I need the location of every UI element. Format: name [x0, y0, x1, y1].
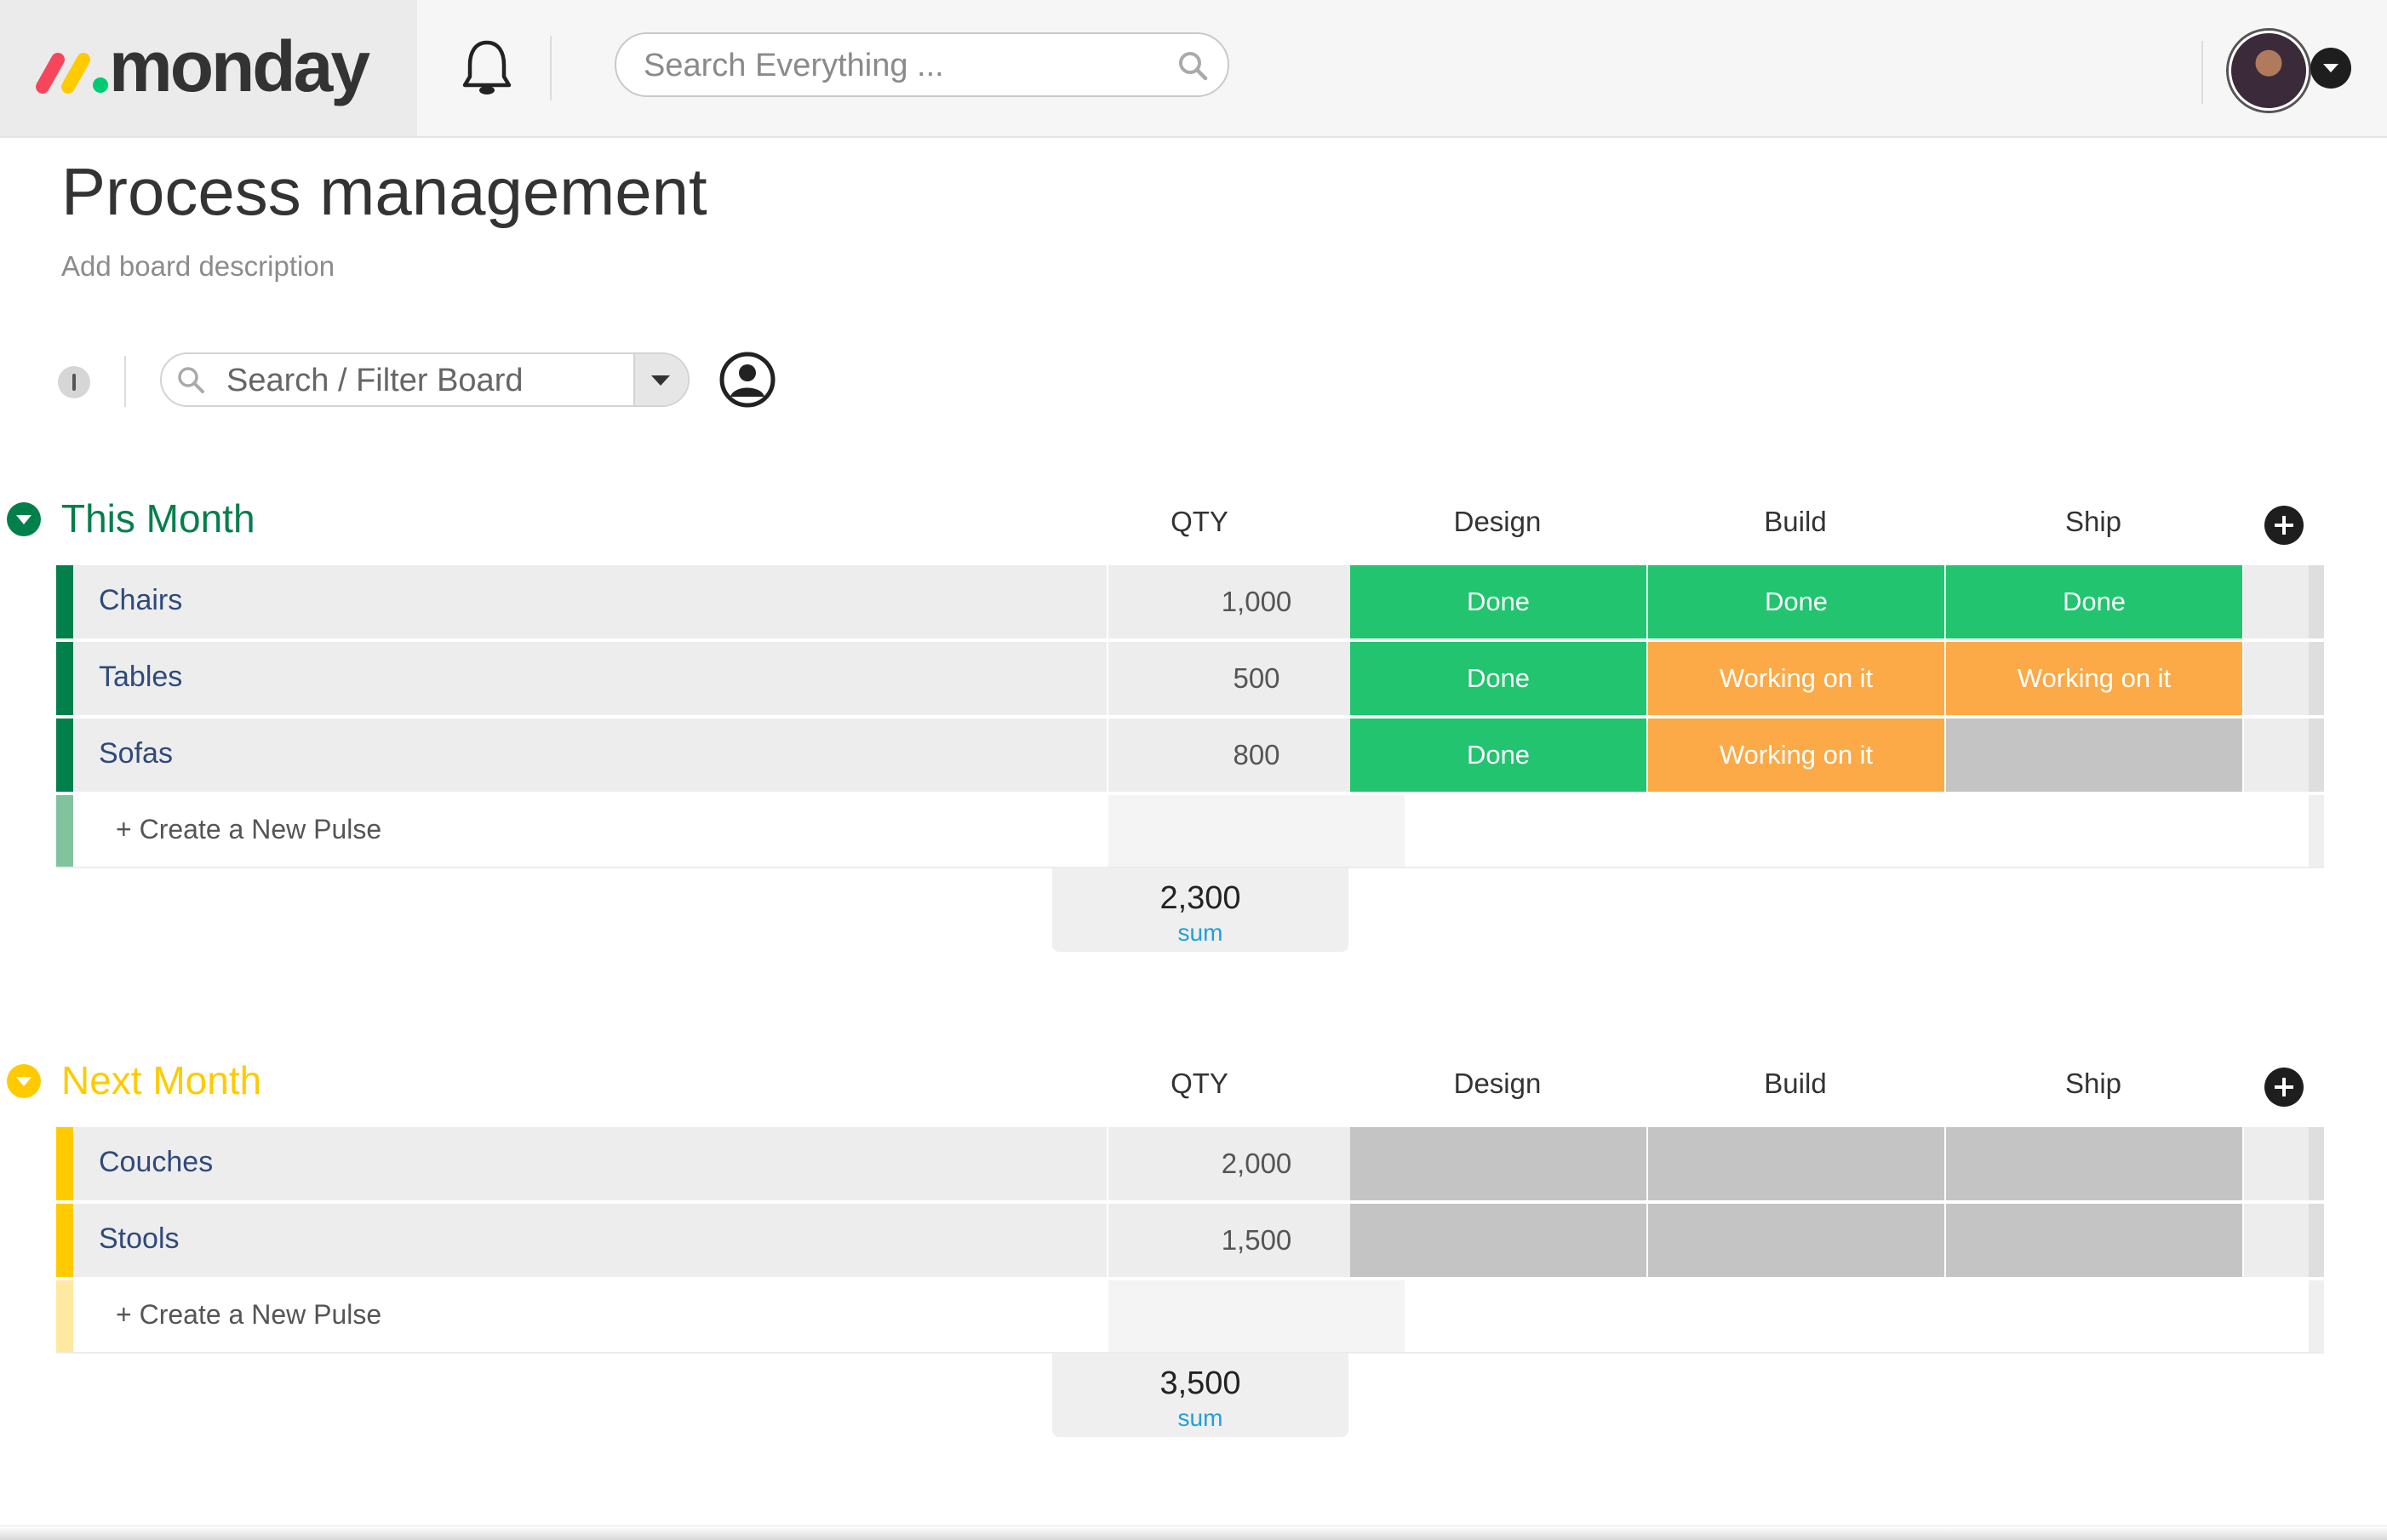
column-header-qty[interactable]: QTY: [1171, 506, 1228, 537]
name-cell[interactable]: Tables: [73, 642, 1107, 715]
table-row[interactable]: Sofas 800 Done Working on it: [56, 718, 2324, 792]
column-header-design[interactable]: Design: [1453, 506, 1542, 537]
group-collapse-chevron-down-icon[interactable]: [7, 502, 41, 536]
column-header-ship[interactable]: Ship: [2064, 506, 2122, 537]
group-title[interactable]: This Month: [61, 496, 255, 541]
status-ship[interactable]: [1946, 1204, 2242, 1277]
board-filter-input[interactable]: [225, 359, 603, 402]
row-tail: [2244, 1127, 2324, 1200]
name-cell[interactable]: Chairs: [73, 565, 1107, 638]
global-search[interactable]: [615, 32, 1229, 97]
board-description[interactable]: Add board description: [61, 250, 335, 282]
qty-sum[interactable]: 2,300 sum: [1052, 868, 1348, 952]
row-tail: [2244, 642, 2324, 715]
board-info-icon[interactable]: [58, 366, 90, 398]
name-cell[interactable]: Stools: [73, 1204, 1107, 1277]
column-header-qty[interactable]: QTY: [1171, 1068, 1228, 1099]
global-search-input[interactable]: [642, 43, 1156, 89]
header-divider: [550, 36, 552, 100]
row-color-bar[interactable]: [56, 1204, 73, 1277]
sum-label: sum: [1177, 919, 1223, 946]
pulse-name[interactable]: Chairs: [99, 584, 183, 616]
filter-divider: [124, 356, 126, 407]
table-row[interactable]: Stools 1,500: [56, 1204, 2324, 1277]
column-header-build[interactable]: Build: [1764, 506, 1827, 537]
group-title[interactable]: Next Month: [61, 1058, 262, 1102]
group-collapse-chevron-down-icon[interactable]: [7, 1064, 41, 1098]
create-pulse-row[interactable]: + Create a New Pulse: [56, 1280, 2324, 1354]
create-pulse-input[interactable]: + Create a New Pulse: [116, 1299, 382, 1330]
status-design[interactable]: [1350, 1204, 1646, 1277]
row-tail: [2309, 1280, 2324, 1352]
add-column-plus-icon[interactable]: [2264, 506, 2304, 545]
sum-label: sum: [1177, 1405, 1223, 1431]
status-ship[interactable]: [1946, 718, 2242, 792]
table-row[interactable]: Couches 2,000: [56, 1127, 2324, 1200]
add-column-plus-icon[interactable]: [2264, 1068, 2304, 1107]
account-menu-chevron-down-icon[interactable]: [2310, 48, 2351, 89]
row-color-bar: [56, 795, 73, 867]
window-bottom-edge: [0, 1526, 2387, 1540]
logo[interactable]: monday: [0, 0, 417, 136]
row-color-bar[interactable]: [56, 1127, 73, 1200]
pulse-name[interactable]: Sofas: [99, 737, 173, 770]
monday-logo-icon: [36, 53, 108, 94]
column-header-design[interactable]: Design: [1453, 1068, 1542, 1099]
status-design[interactable]: [1350, 1127, 1646, 1200]
search-icon: [178, 367, 204, 393]
search-icon: [1179, 52, 1208, 81]
top-bar: monday: [0, 0, 2387, 138]
create-pulse-input[interactable]: + Create a New Pulse: [116, 814, 382, 844]
status-ship[interactable]: Done: [1946, 565, 2242, 638]
pulse-name[interactable]: Stools: [99, 1222, 180, 1255]
header-divider-right: [2201, 41, 2203, 104]
filter-chevron-down-icon[interactable]: [633, 354, 688, 405]
name-cell[interactable]: Sofas: [73, 718, 1107, 792]
table-row[interactable]: Tables 500 Done Working on it Working on…: [56, 642, 2324, 715]
status-ship[interactable]: Working on it: [1946, 642, 2242, 715]
row-color-bar[interactable]: [56, 565, 73, 638]
row-color-bar: [56, 1280, 73, 1352]
qty-cell-empty: [1108, 795, 1405, 867]
status-build[interactable]: [1648, 1127, 1944, 1200]
table-row[interactable]: Chairs 1,000 Done Done Done: [56, 565, 2324, 638]
status-build[interactable]: Working on it: [1648, 718, 1944, 792]
user-avatar[interactable]: [2229, 31, 2309, 111]
status-build[interactable]: [1648, 1204, 1944, 1277]
qty-cell-empty: [1108, 1280, 1405, 1352]
status-design[interactable]: Done: [1350, 718, 1646, 792]
sum-value: 2,300: [1159, 880, 1241, 916]
logo-text: monday: [109, 26, 370, 106]
row-tail: [2309, 795, 2324, 867]
row-color-bar[interactable]: [56, 642, 73, 715]
pulse-name[interactable]: Couches: [99, 1146, 214, 1178]
board-title[interactable]: Process management: [61, 154, 707, 229]
status-design[interactable]: Done: [1350, 642, 1646, 715]
notifications-bell-icon[interactable]: [460, 37, 514, 99]
create-pulse-row[interactable]: + Create a New Pulse: [56, 795, 2324, 868]
row-tail: [2244, 718, 2324, 792]
person-filter-icon[interactable]: [718, 351, 776, 409]
board-filter[interactable]: [160, 352, 690, 407]
row-tail: [2244, 565, 2324, 638]
row-color-bar[interactable]: [56, 718, 73, 792]
status-build[interactable]: Done: [1648, 565, 1944, 638]
pulse-name[interactable]: Tables: [99, 661, 183, 693]
column-header-ship[interactable]: Ship: [2064, 1068, 2122, 1099]
sum-value: 3,500: [1159, 1365, 1241, 1401]
status-ship[interactable]: [1946, 1127, 2242, 1200]
row-tail: [2244, 1204, 2324, 1277]
name-cell[interactable]: Couches: [73, 1127, 1107, 1200]
column-header-build[interactable]: Build: [1764, 1068, 1827, 1099]
status-design[interactable]: Done: [1350, 565, 1646, 638]
qty-sum[interactable]: 3,500 sum: [1052, 1354, 1348, 1437]
status-build[interactable]: Working on it: [1648, 642, 1944, 715]
